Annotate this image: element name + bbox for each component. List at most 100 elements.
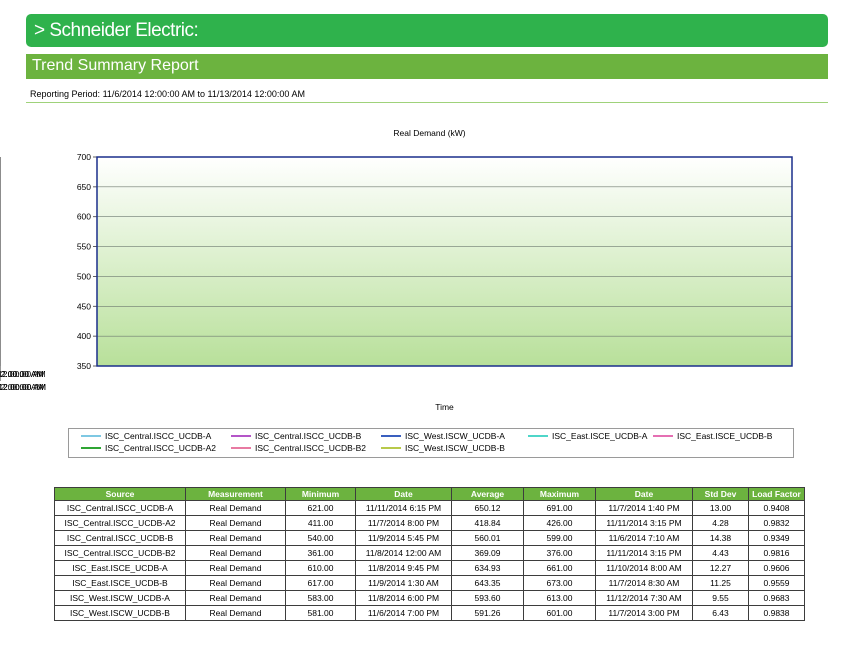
- table-cell: 361.00: [285, 545, 356, 561]
- table-header-cell: Minimum: [285, 487, 356, 501]
- table-row: ISC_Central.ISCC_UCDB-B2 Real Demand 361.0…: [54, 545, 805, 561]
- table-cell: 426.00: [523, 515, 596, 531]
- table-cell: ISC_East.ISCE_UCDB-B: [54, 575, 186, 591]
- table-cell: 13.00: [692, 500, 749, 516]
- table-cell: 6.43: [692, 605, 749, 621]
- table-header-cell: Maximum: [523, 487, 596, 501]
- real-demand-chart: 350 400 450 500 550 600 650 700 11/7/2014 12:00:…: [0, 128, 793, 412]
- table-cell: 540.00: [285, 530, 356, 546]
- table-cell: 11/11/2014 3:15 PM: [595, 515, 693, 531]
- table-cell: 11/11/2014 6:15 PM: [355, 500, 452, 516]
- period-to: to: [197, 89, 206, 99]
- x-tick-label: 11/7/2014 12:00:00 AM: [0, 369, 44, 379]
- table-cell: 613.00: [523, 590, 596, 606]
- legend-swatch: [653, 434, 673, 437]
- y-tick-label: 650: [77, 182, 91, 192]
- period-end: 11/13/2014 12:00:00 AM: [207, 89, 305, 99]
- x-tick-label: 11/8/2014 12:00:00 AM: [0, 382, 44, 392]
- table-header-cell: Measurement: [185, 487, 286, 501]
- table-cell: ISC_West.ISCW_UCDB-B: [54, 605, 186, 621]
- table-header-cell: Source: [54, 487, 186, 501]
- legend-swatch: [528, 434, 548, 437]
- legend-label: ISC_East.ISCE_UCDB-B: [677, 431, 773, 441]
- table-header-cell: Average: [451, 487, 524, 501]
- chart-title: Real Demand (kW): [393, 128, 465, 138]
- y-tick-label: 450: [77, 301, 91, 311]
- legend-label: ISC_East.ISCE_UCDB-A: [552, 431, 648, 441]
- reporting-period: Reporting Period: 11/6/2014 12:00:00 AM …: [30, 89, 305, 99]
- table-cell: 0.9559: [748, 575, 805, 591]
- table-row: ISC_Central.ISCC_UCDB-B Real Demand 540.00…: [54, 530, 805, 546]
- x-axis-label: Time: [435, 402, 454, 412]
- table-cell: ISC_West.ISCW_UCDB-A: [54, 590, 186, 606]
- legend-label: ISC_West.ISCW_UCDB-B: [405, 443, 505, 453]
- legend-item: ISC_Central.ISCC_UCDB-A2: [81, 443, 216, 453]
- table-cell: 0.9832: [748, 515, 805, 531]
- legend-swatch: [81, 434, 101, 437]
- table-cell: 11/10/2014 8:00 AM: [595, 560, 693, 576]
- table-cell: 14.38: [692, 530, 749, 546]
- table-row: ISC_East.ISCE_UCDB-B Real Demand 617.00 11/…: [54, 575, 805, 591]
- table-cell: ISC_Central.ISCC_UCDB-A2: [54, 515, 186, 531]
- table-cell: ISC_Central.ISCC_UCDB-A: [54, 500, 186, 516]
- table-cell: 11/7/2014 1:40 PM: [595, 500, 693, 516]
- legend-item: ISC_Central.ISCC_UCDB-B: [231, 431, 361, 441]
- report-title-bar: Trend Summary Report: [26, 54, 828, 79]
- legend-swatch: [231, 446, 251, 449]
- table-header-cell: Date: [595, 487, 693, 501]
- legend-item: ISC_East.ISCE_UCDB-A: [528, 431, 647, 441]
- y-tick-label: 350: [77, 361, 91, 371]
- chart-legend: ISC_Central.ISCC_UCDB-A ISC_Central.ISCC_…: [68, 428, 794, 458]
- x-tick-label: 11/12/2014 12:00:00 AM: [0, 382, 46, 392]
- table-cell: 11.25: [692, 575, 749, 591]
- table-cell: 634.93: [451, 560, 524, 576]
- table-cell: Real Demand: [185, 575, 286, 591]
- table-cell: 11/8/2014 6:00 PM: [355, 590, 452, 606]
- table-cell: 11/12/2014 7:30 AM: [595, 590, 693, 606]
- legend-item: ISC_East.ISCE_UCDB-B: [653, 431, 772, 441]
- table-cell: 9.55: [692, 590, 749, 606]
- table-cell: 376.00: [523, 545, 596, 561]
- brand-header: > Schneider Electric:: [26, 14, 828, 47]
- table-cell: 4.43: [692, 545, 749, 561]
- legend-label: ISC_Central.ISCC_UCDB-B: [255, 431, 362, 441]
- table-cell: 11/11/2014 3:15 PM: [595, 545, 693, 561]
- legend-label: ISC_West.ISCW_UCDB-A: [405, 431, 505, 441]
- period-start: 11/6/2014 12:00:00 AM: [102, 89, 195, 99]
- table-cell: 581.00: [285, 605, 356, 621]
- table-cell: ISC_East.ISCE_UCDB-A: [54, 560, 186, 576]
- legend-item: ISC_Central.ISCC_UCDB-B2: [231, 443, 366, 453]
- table-cell: 0.9838: [748, 605, 805, 621]
- legend-item: ISC_West.ISCW_UCDB-B: [381, 443, 505, 453]
- table-row: ISC_West.ISCW_UCDB-A Real Demand 583.00 11/…: [54, 590, 805, 606]
- table-cell: 593.60: [451, 590, 524, 606]
- table-row: ISC_East.ISCE_UCDB-A Real Demand 610.00 11/…: [54, 560, 805, 576]
- summary-table: Source Measurement Minimum Date Average Maxim…: [54, 487, 805, 621]
- legend-swatch: [381, 434, 401, 437]
- table-cell: 0.9606: [748, 560, 805, 576]
- table-header-cell: Std Dev: [692, 487, 749, 501]
- table-row: ISC_Central.ISCC_UCDB-A Real Demand 621.00…: [54, 500, 805, 516]
- table-cell: 11/7/2014 3:00 PM: [595, 605, 693, 621]
- legend-swatch: [81, 446, 101, 449]
- table-cell: Real Demand: [185, 560, 286, 576]
- legend-item: ISC_West.ISCW_UCDB-A: [381, 431, 505, 441]
- table-cell: Real Demand: [185, 530, 286, 546]
- plot-border: [96, 156, 793, 367]
- table-cell: 0.9683: [748, 590, 805, 606]
- y-tick-label: 400: [77, 331, 91, 341]
- x-tick-label: 11/9/2014 12:00:00 AM: [0, 369, 44, 379]
- table-cell: Real Demand: [185, 590, 286, 606]
- table-cell: 11/8/2014 12:00 AM: [355, 545, 452, 561]
- legend-label: ISC_Central.ISCC_UCDB-A: [105, 431, 212, 441]
- table-cell: 617.00: [285, 575, 356, 591]
- table-cell: 601.00: [523, 605, 596, 621]
- table-header-row: Source Measurement Minimum Date Average Maxim…: [54, 487, 805, 501]
- table-cell: Real Demand: [185, 605, 286, 621]
- table-cell: 621.00: [285, 500, 356, 516]
- legend-swatch: [231, 434, 251, 437]
- table-cell: ISC_Central.ISCC_UCDB-B: [54, 530, 186, 546]
- y-tick-label: 550: [77, 242, 91, 252]
- x-tick-label: 11/10/2014 12:00:00 AM: [0, 382, 46, 392]
- table-cell: 11/8/2014 9:45 PM: [355, 560, 452, 576]
